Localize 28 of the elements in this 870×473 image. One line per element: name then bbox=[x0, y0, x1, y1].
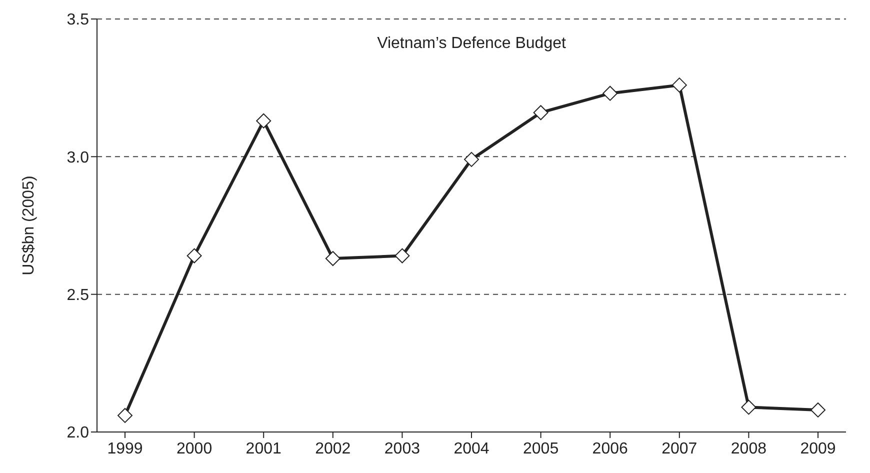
point bbox=[256, 113, 272, 128]
y-tick-label: 3.5 bbox=[66, 12, 90, 29]
x-tick-label: 2001 bbox=[246, 440, 282, 458]
x-tick-label: 2000 bbox=[176, 440, 212, 458]
y-tick-label: 3.0 bbox=[66, 149, 90, 166]
point bbox=[464, 152, 479, 167]
y-tick-label: 2.0 bbox=[66, 424, 90, 442]
x-tick-label: 1999 bbox=[107, 440, 143, 458]
x-tick-label: 2005 bbox=[523, 440, 559, 458]
point bbox=[602, 86, 618, 101]
y-axis-title: US$bn (2005) bbox=[20, 176, 38, 276]
x-tick-label: 2008 bbox=[730, 440, 767, 458]
text: Vietnam’s Defence Budget bbox=[376, 35, 567, 53]
point bbox=[325, 251, 340, 266]
point bbox=[741, 400, 756, 415]
point bbox=[672, 78, 687, 93]
x-tick-label: 2003 bbox=[384, 440, 420, 458]
y-tick-label: 2.5 bbox=[66, 287, 90, 304]
x-tick-label: 2004 bbox=[454, 440, 490, 458]
point bbox=[394, 248, 410, 264]
point bbox=[810, 402, 826, 418]
point bbox=[118, 408, 132, 423]
x-tick-label: 2007 bbox=[662, 440, 698, 458]
point bbox=[186, 248, 202, 264]
x-tick-label: 2006 bbox=[592, 440, 628, 458]
x-tick-label: 2009 bbox=[800, 440, 836, 458]
point bbox=[533, 105, 548, 120]
x-tick-label: 2002 bbox=[315, 440, 351, 458]
